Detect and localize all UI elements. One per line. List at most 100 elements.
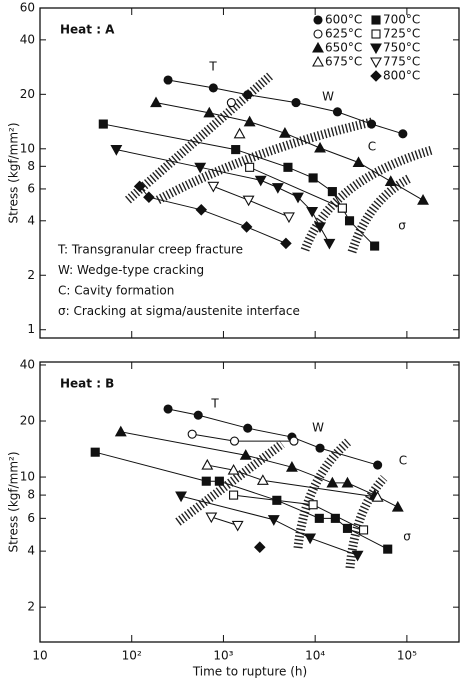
data-point (332, 107, 343, 117)
legend-marker (312, 41, 324, 53)
data-point (242, 195, 255, 207)
data-point (323, 238, 336, 250)
y-tick-label: 6 (27, 181, 35, 195)
legend-marker (371, 29, 381, 39)
data-point (187, 429, 197, 439)
y-axis-label: Stress (kgf/mm²) (7, 451, 21, 552)
legend-label: 725°C (383, 27, 420, 41)
data-point (193, 410, 203, 420)
data-point (175, 491, 187, 503)
data-point (229, 490, 239, 500)
y-tick-label: 40 (20, 32, 35, 46)
y-tick-label: 10 (20, 141, 35, 155)
panel-frame (39, 7, 460, 339)
y-tick-label: 10 (20, 470, 35, 484)
data-point (239, 449, 252, 460)
data-point (327, 187, 337, 197)
series-line (211, 516, 238, 526)
data-point (344, 216, 355, 226)
data-point (306, 206, 319, 218)
legend-marker (313, 29, 323, 39)
data-point (278, 127, 291, 138)
y-tick-label: 1 (27, 322, 35, 336)
data-point (110, 145, 123, 156)
data-point (207, 181, 220, 193)
note: W: Wedge-type cracking (58, 263, 204, 277)
data-point (308, 173, 318, 183)
series-line (155, 102, 424, 201)
data-point (226, 98, 236, 108)
boundary-band (175, 440, 285, 526)
data-point (326, 476, 339, 488)
data-point (337, 203, 347, 213)
data-point (304, 533, 317, 545)
data-point (143, 191, 155, 203)
data-point (359, 525, 369, 535)
data-point (231, 520, 244, 532)
data-point (243, 115, 256, 127)
x-tick-label: 10² (122, 649, 142, 663)
data-point (229, 436, 240, 446)
legend-label: 750°C (383, 41, 420, 55)
data-point (283, 162, 293, 172)
note: T: Transgranular creep fracture (57, 243, 243, 257)
legend-marker (313, 15, 323, 25)
boundary-band (155, 117, 374, 204)
data-point (256, 474, 269, 485)
data-point (370, 241, 380, 251)
data-point (240, 221, 253, 233)
data-point (243, 423, 253, 433)
panel-title: Heat : A (60, 23, 115, 37)
x-tick-label: 10³ (213, 649, 233, 663)
panel-title: Heat : B (60, 377, 114, 391)
data-point (367, 119, 377, 129)
data-point (291, 98, 301, 108)
y-tick-label: 2 (27, 268, 35, 282)
boundary-band (125, 72, 273, 204)
data-point (292, 192, 304, 204)
data-point (150, 96, 162, 108)
y-tick-label: 20 (20, 87, 35, 101)
data-point (314, 513, 324, 523)
data-point (214, 476, 224, 486)
y-tick-label: 4 (27, 213, 35, 227)
data-point (314, 222, 326, 234)
data-point (163, 75, 173, 85)
data-point (352, 156, 365, 168)
y-tick-label: 60 (20, 1, 35, 15)
annotation: T (210, 397, 219, 411)
data-point (98, 119, 108, 129)
boundary-band (345, 474, 388, 569)
data-point (351, 550, 364, 562)
legend-marker (370, 43, 382, 55)
y-axis-label: Stress (kgf/mm²) (7, 122, 21, 223)
y-tick-label: 20 (20, 414, 35, 428)
legend-marker (371, 15, 381, 25)
data-point (384, 175, 397, 186)
annotation: W (312, 421, 324, 435)
legend-marker (312, 55, 324, 67)
data-point (90, 447, 100, 457)
data-point (201, 458, 214, 470)
data-point (267, 515, 280, 526)
data-point (163, 404, 173, 414)
data-point (341, 476, 354, 488)
y-tick-label: 6 (27, 511, 35, 525)
data-point (254, 541, 266, 553)
y-tick-label: 2 (27, 600, 35, 614)
data-point (417, 194, 429, 205)
y-tick-label: 4 (27, 544, 35, 558)
series-line (249, 166, 343, 209)
fracture-boundaries (125, 72, 434, 569)
boundary-band (347, 174, 413, 254)
legend-marker (370, 70, 382, 82)
x-tick-label: 10⁴ (305, 649, 325, 663)
legend-label: 775°C (383, 55, 420, 69)
data-point (314, 141, 326, 153)
panel-frame (39, 361, 460, 643)
annotation: σ (403, 530, 411, 544)
data-point (227, 463, 240, 475)
data-point (203, 106, 216, 118)
series-line (167, 408, 378, 466)
data-point (373, 460, 383, 470)
